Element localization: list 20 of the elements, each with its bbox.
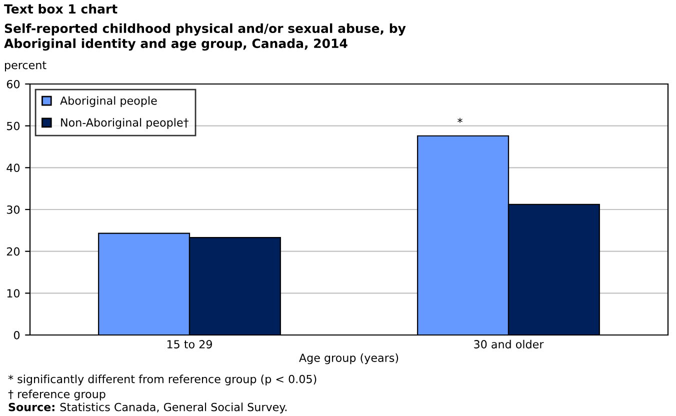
x-axis-title: Age group (years) — [299, 353, 398, 364]
source-note: Source: — [8, 402, 54, 412]
legend-label: Aboriginal people — [60, 96, 157, 107]
y-tick-label: 50 — [6, 122, 20, 130]
text: * significantly different from reference group (p < 0.05) — [8, 374, 316, 386]
y-tick-label: 0 — [14, 330, 20, 340]
y-tick-label: 60 — [6, 80, 20, 88]
y-axis-title: percent — [5, 61, 46, 72]
text: † reference group — [8, 390, 106, 400]
x-tick-label: 30 and older — [474, 340, 544, 348]
chart-subtitle: Self-reported childhood physical and/or sexual abuse, by Aboriginal identity and age group, Canada, 2014 — [4, 23, 406, 51]
x-tick-label: 15 to 29 — [167, 340, 212, 348]
y-tick-label: 40 — [6, 164, 20, 172]
annotation: * — [458, 118, 462, 123]
y-tick-label: 20 — [6, 247, 20, 256]
legend-label: Non-Aboriginal people† — [61, 118, 189, 129]
y-tick-label: 10 — [7, 289, 20, 298]
y-tick-label: 30 — [6, 205, 20, 214]
chart-title: Text box 1 chart — [4, 4, 118, 14]
text: Statistics Canada, General Social Survey. — [60, 402, 286, 414]
